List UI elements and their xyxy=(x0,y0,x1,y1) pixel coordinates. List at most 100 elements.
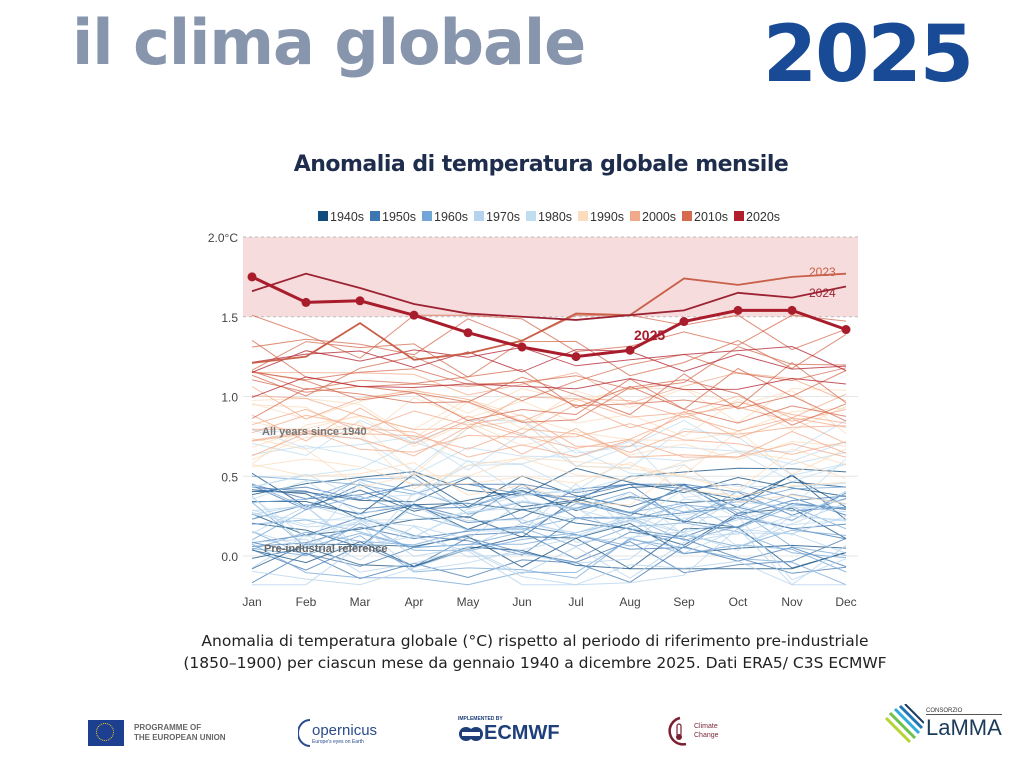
series-2025 xyxy=(247,272,851,362)
year-line-2020s xyxy=(251,376,847,398)
data-point-2025 xyxy=(787,305,797,315)
x-tick-label: Aug xyxy=(619,595,640,609)
year-line-2000s xyxy=(251,414,847,449)
climate-text-line-1: Climate xyxy=(694,723,718,730)
x-tick-label: Sep xyxy=(673,595,695,609)
series-2023 xyxy=(251,272,847,364)
legend-swatch xyxy=(578,211,588,221)
legend-label: 1980s xyxy=(538,210,572,224)
year-line-1990s xyxy=(251,458,847,497)
year-line-2000s xyxy=(251,427,847,458)
series-label-2025: 2025 xyxy=(634,327,665,343)
year-line-2020s xyxy=(251,349,847,373)
year-line-1990s xyxy=(251,462,847,506)
data-point-2025 xyxy=(247,272,257,282)
year-line-2020s xyxy=(251,345,847,373)
year-line-1970s xyxy=(251,503,847,557)
legend-label: 2010s xyxy=(694,210,728,224)
y-tick-label: 0.5 xyxy=(221,470,238,484)
x-tick-label: May xyxy=(457,595,480,609)
chart-legend: 1940s 1950s 1960s 1970s 1980s 1990s 2000s 2010s… xyxy=(318,210,780,224)
legend-label: 1970s xyxy=(486,210,520,224)
year-line-1960s xyxy=(251,479,847,514)
ecmwf-logo: IMPLEMENTED BY ECMWF xyxy=(458,716,560,745)
series-label-2023: 2023 xyxy=(809,265,836,279)
eu-text-line-1: PROGRAMME OF xyxy=(134,723,202,732)
x-tick-label: Jul xyxy=(568,595,583,609)
legend-swatch xyxy=(682,211,692,221)
thermometer-icon xyxy=(668,716,687,746)
caption-line-1: Anomalia di temperatura globale (°C) ris… xyxy=(201,632,869,650)
year-line-1980s xyxy=(251,488,847,526)
legend-swatch xyxy=(526,211,536,221)
ecmwf-symbol-icon xyxy=(459,726,483,741)
year-line-1980s xyxy=(251,441,847,488)
legend-label: 2000s xyxy=(642,210,676,224)
legend-swatch xyxy=(474,211,484,221)
x-tick-label: Feb xyxy=(296,595,317,609)
data-point-2025 xyxy=(625,345,635,355)
temperature-anomaly-chart: 2.0°C 1.5 1.0 0.5 0.0 Jan Feb Mar Apr May Jun Jul Au… xyxy=(208,210,858,609)
data-point-2025 xyxy=(733,305,743,315)
year-line-2010s xyxy=(251,339,847,390)
legend-label: 1950s xyxy=(382,210,416,224)
year-line-2000s xyxy=(251,395,847,431)
lamma-logo: CONSORZIO LaMMA xyxy=(884,704,1002,744)
data-point-2025 xyxy=(571,352,581,362)
ecmwf-text: ECMWF xyxy=(484,722,560,744)
year-line-2010s xyxy=(251,378,847,424)
year-line-1950s xyxy=(251,483,847,524)
legend-swatch xyxy=(318,211,328,221)
lamma-stripes-icon xyxy=(884,704,924,744)
data-point-2025 xyxy=(355,296,365,306)
x-tick-label: Jan xyxy=(242,595,261,609)
chart-title: Anomalia di temperatura globale mensile xyxy=(293,152,789,177)
year-line-1970s xyxy=(251,544,847,586)
series-line-2023 xyxy=(251,272,847,364)
year-line-1990s xyxy=(251,387,847,423)
year-line-1960s xyxy=(251,538,847,586)
data-point-2025 xyxy=(841,325,851,335)
lamma-subtext: CONSORZIO xyxy=(926,708,1002,715)
pre-industrial-annotation: Pre-industrial reference xyxy=(264,543,388,555)
year-line-1960s xyxy=(251,504,847,556)
year-line-2010s xyxy=(251,314,847,359)
year-line-1950s xyxy=(251,483,847,517)
year-line-1960s xyxy=(251,502,847,548)
y-tick-label: 1.5 xyxy=(221,311,238,325)
year-line-2000s xyxy=(251,425,847,457)
year-line-1940s xyxy=(251,467,847,497)
year-line-1990s xyxy=(251,388,847,440)
x-tick-label: Oct xyxy=(729,595,748,609)
eu-logo: PROGRAMME OF THE EUROPEAN UNION xyxy=(88,720,226,746)
data-point-2025 xyxy=(301,297,311,307)
year-line-1980s xyxy=(251,488,847,538)
year-line-1990s xyxy=(251,415,847,465)
ecmwf-subtext: IMPLEMENTED BY xyxy=(458,716,503,722)
year-line-2000s xyxy=(251,423,847,455)
year-line-2000s xyxy=(251,408,847,447)
legend-swatch xyxy=(422,211,432,221)
year-line-1990s xyxy=(251,437,847,491)
legend-label: 1940s xyxy=(330,210,364,224)
x-tick-label: Apr xyxy=(405,595,424,609)
year-line-1950s xyxy=(251,537,847,574)
year-line-2010s xyxy=(251,333,847,378)
data-point-2025 xyxy=(409,310,419,320)
legend-swatch xyxy=(734,211,744,221)
series-label-2024: 2024 xyxy=(809,286,836,300)
series-line-2025 xyxy=(251,275,847,359)
x-tick-label: Jun xyxy=(512,595,531,609)
historical-year-lines xyxy=(251,314,847,586)
eu-flag-icon xyxy=(88,720,124,746)
climate-change-logo: Climate Change xyxy=(666,716,719,746)
x-tick-label: Mar xyxy=(350,595,371,609)
x-tick-label: Dec xyxy=(835,595,856,609)
year-line-1950s xyxy=(251,483,847,521)
all-years-annotation: All years since 1940 xyxy=(262,426,367,438)
series-2024 xyxy=(251,272,847,321)
year-line-1970s xyxy=(251,506,847,572)
year-line-1970s xyxy=(251,492,847,553)
year-line-1970s xyxy=(251,516,847,579)
caption-line-2: (1850–1900) per ciascun mese da gennaio … xyxy=(183,654,887,672)
